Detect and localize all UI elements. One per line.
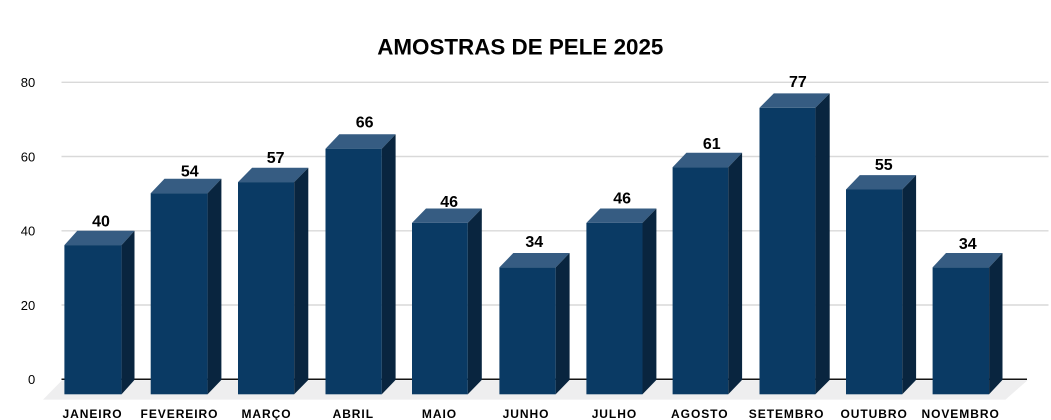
svg-text:SETEMBRO: SETEMBRO [749, 407, 825, 420]
svg-text:0: 0 [28, 372, 35, 387]
svg-text:61: 61 [703, 136, 721, 153]
svg-text:MARÇO: MARÇO [241, 407, 291, 420]
svg-text:NOVEMBRO: NOVEMBRO [921, 407, 999, 420]
svg-text:57: 57 [267, 150, 285, 167]
svg-text:34: 34 [959, 236, 977, 253]
svg-text:AMOSTRAS DE PELE 2025: AMOSTRAS DE PELE 2025 [377, 34, 663, 59]
svg-text:JUNHO: JUNHO [503, 407, 550, 420]
svg-text:55: 55 [875, 157, 893, 174]
svg-text:54: 54 [181, 164, 199, 181]
svg-text:FEVEREIRO: FEVEREIRO [141, 407, 219, 420]
svg-text:JULHO: JULHO [592, 407, 637, 420]
svg-text:80: 80 [21, 75, 35, 90]
svg-text:46: 46 [440, 194, 458, 211]
svg-text:AGOSTO: AGOSTO [671, 407, 729, 420]
svg-text:OUTUBRO: OUTUBRO [840, 407, 907, 420]
svg-text:77: 77 [789, 74, 807, 91]
svg-text:MAIO: MAIO [422, 407, 457, 420]
svg-text:66: 66 [356, 115, 374, 132]
svg-text:20: 20 [21, 298, 35, 313]
svg-text:40: 40 [21, 224, 35, 239]
svg-text:46: 46 [613, 190, 631, 207]
svg-text:60: 60 [21, 149, 35, 164]
svg-text:JANEIRO: JANEIRO [63, 407, 123, 420]
svg-text:ABRIL: ABRIL [333, 407, 374, 420]
svg-text:34: 34 [525, 234, 543, 251]
svg-text:40: 40 [92, 213, 110, 230]
